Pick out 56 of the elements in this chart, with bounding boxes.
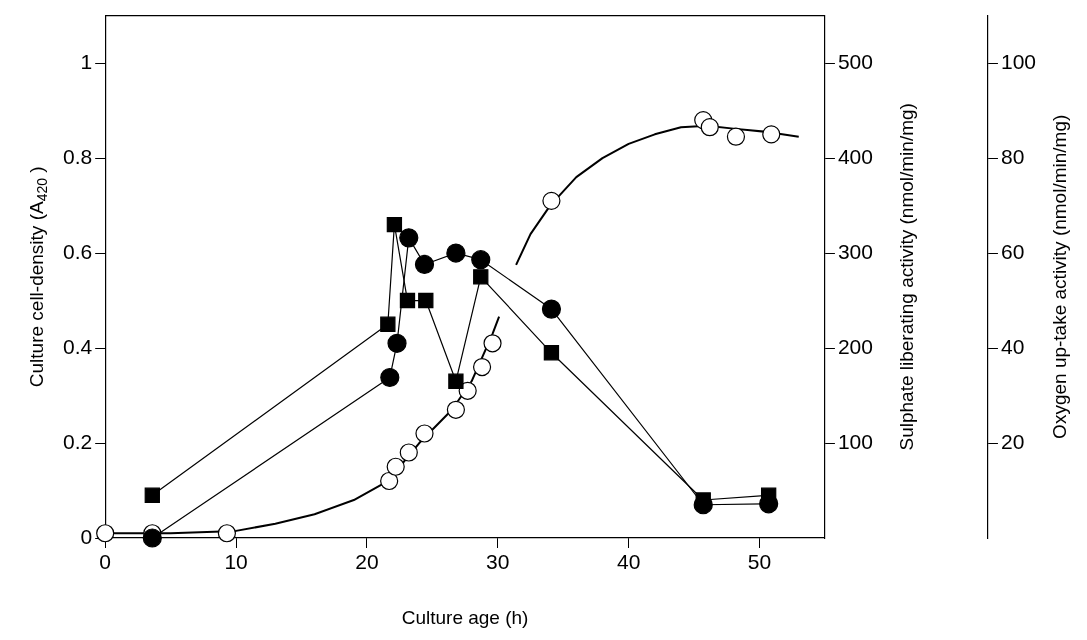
y2-tick-label: 300 (837, 239, 873, 263)
point (399, 228, 419, 248)
y2-tick-label: 100 (837, 429, 873, 453)
point (542, 191, 561, 210)
point (144, 487, 160, 503)
point (473, 269, 489, 285)
y3-tick-label: 40 (1000, 334, 1025, 358)
point (471, 250, 491, 270)
x-axis-title: Culture age (h) (401, 606, 529, 628)
y2-tick-label: 400 (837, 144, 873, 168)
point (483, 334, 502, 353)
x-tick-label: 20 (355, 550, 379, 574)
point (446, 243, 466, 263)
point (700, 118, 719, 137)
y3-tick-label: 80 (1000, 144, 1025, 168)
point (142, 528, 162, 548)
point (380, 471, 399, 491)
y-tick-label: 0 (80, 524, 93, 548)
y2-tick-label: 200 (837, 334, 873, 358)
point (418, 292, 434, 309)
point (415, 424, 434, 443)
point (386, 457, 405, 476)
x-tick-label: 50 (747, 550, 772, 574)
y-tick-label: 1 (80, 49, 93, 73)
x-tick-label: 40 (616, 550, 641, 574)
point (380, 316, 396, 332)
y3-tick-label: 100 (1000, 49, 1037, 73)
y2-tick-label: 500 (837, 49, 873, 73)
point (217, 524, 236, 543)
x-tick-label: 10 (224, 550, 248, 574)
point (448, 373, 464, 389)
point (386, 216, 403, 233)
y3-tick-label: 20 (1000, 429, 1025, 453)
x-tick-label: 30 (486, 550, 510, 574)
y-tick-label: 0.8 (62, 144, 93, 168)
point (458, 381, 477, 400)
y-axis-title: Culture cell-density (A420 ) (26, 166, 50, 388)
y3-axis-title: Oxygen up-take activity (nmol/min/mg) (1049, 114, 1071, 439)
point (762, 125, 781, 144)
point (726, 127, 746, 146)
y-tick-label: 0.2 (62, 429, 93, 453)
point (399, 443, 418, 462)
point (472, 357, 492, 377)
point (541, 299, 562, 319)
x-tick-label: 0 (99, 550, 112, 574)
point (414, 254, 435, 275)
y-tick-label: 0.4 (62, 334, 93, 358)
point (380, 367, 400, 388)
y3-tick-label: 60 (1000, 239, 1025, 263)
point (387, 333, 407, 353)
point (446, 400, 465, 419)
point (693, 495, 713, 515)
y2-axis-title: Sulphate liberating activity (nmol/min/mg) (896, 103, 918, 451)
point (759, 494, 779, 514)
y-tick-label: 0.6 (62, 239, 93, 263)
point (543, 345, 560, 361)
